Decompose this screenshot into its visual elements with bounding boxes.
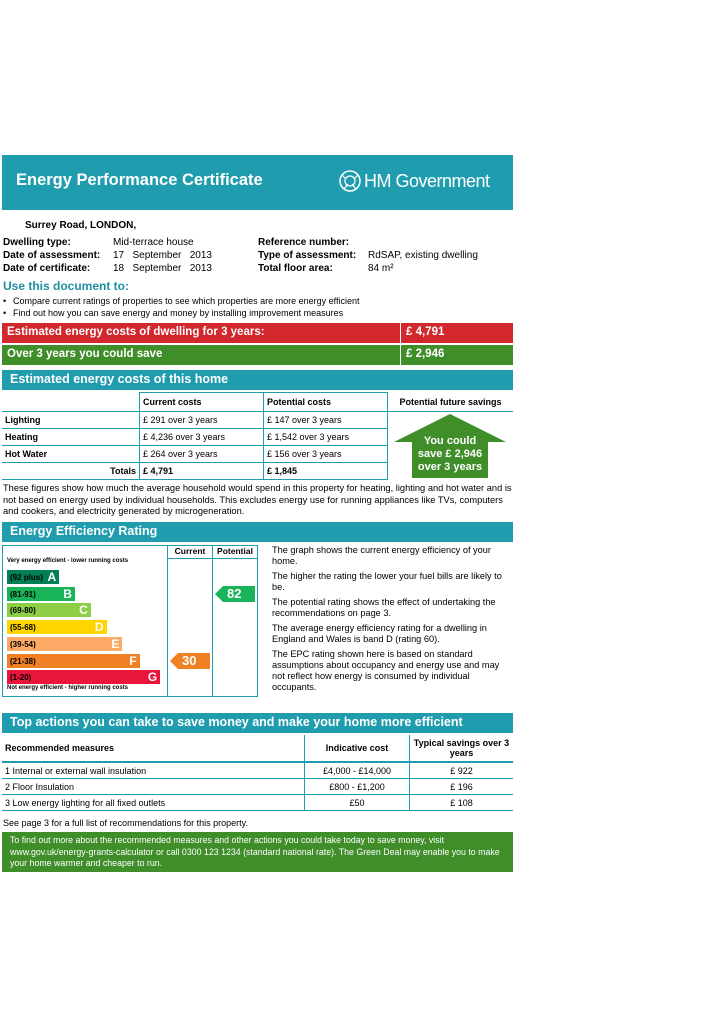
estimated-cost-value: £ 4,791 — [406, 326, 445, 338]
table-row: Heating £ 4,236 over 3 years £ 1,542 ove… — [2, 428, 513, 446]
chart-top-note: Very energy efficient - lower running co… — [7, 558, 129, 564]
reference-label: Reference number: — [258, 237, 350, 248]
rating-band-f: (21-38) F — [7, 653, 140, 668]
rating-band-b: (81-91) B — [7, 586, 75, 601]
rating-band-d: (55-68) D — [7, 620, 107, 635]
rating-band-g: (1-20) G — [7, 670, 161, 685]
potential-column-header: Potential — [213, 546, 257, 559]
future-savings-header: Potential future savings — [387, 392, 513, 412]
list-item: • Find out how you can save energy and mo… — [3, 308, 344, 318]
dwelling-type-value: Mid-terrace house — [113, 237, 194, 248]
potential-rating-indicator: 82 — [215, 585, 255, 602]
table-row: Hot Water £ 264 over 3 years £ 156 over … — [2, 445, 513, 463]
actions-section-header: Top actions you can take to save money a… — [2, 713, 513, 733]
rating-chart: Very energy efficient - lower running co… — [2, 545, 168, 697]
current-costs-header: Current costs — [139, 392, 264, 412]
floor-area-label: Total floor area: — [258, 263, 333, 274]
cost-header: Indicative cost — [304, 735, 410, 763]
savings-arrow-text: You could save £ 2,946 over 3 years — [417, 435, 483, 473]
rating-band-a: (92 plus) A — [7, 570, 60, 584]
potential-costs-header: Potential costs — [263, 392, 388, 412]
table-row: Totals £ 4,791 £ 1,845 — [2, 462, 513, 480]
actions-table: Recommended measures Indicative cost Typ… — [2, 735, 513, 811]
estimated-cost-label: Estimated energy costs of dwelling for 3… — [7, 326, 265, 338]
table-row: 3 Low energy lighting for all fixed outl… — [2, 794, 513, 811]
green-deal-box: To find out more about the recommended m… — [2, 832, 513, 872]
hm-government-logo: HM Government — [364, 171, 490, 191]
rating-explanation: The graph shows the current energy effic… — [272, 545, 502, 692]
assessment-date-label: Date of assessment: — [3, 250, 101, 261]
costs-note: These figures show how much the average … — [3, 483, 512, 516]
savings-header: Typical savings over 3 years — [409, 735, 513, 763]
savings-bar: Over 3 years you could save £ 2,946 — [2, 345, 513, 365]
table-row: 2 Floor Insulation £800 - £1,200 £ 196 — [2, 778, 513, 795]
certificate-date-label: Date of certificate: — [3, 263, 91, 274]
use-document-title: Use this document to: — [3, 279, 130, 293]
rating-band-e: (39-54) E — [7, 636, 123, 651]
property-address: Surrey Road, LONDON, — [25, 220, 137, 231]
royal-crest-icon — [339, 170, 361, 192]
chart-bottom-note: Not energy efficient - higher running co… — [7, 685, 129, 691]
savings-arrow-icon — [394, 414, 506, 478]
current-rating-indicator: 30 — [170, 652, 210, 669]
certificate-date-value: 18 September 2013 — [113, 263, 212, 274]
floor-area-value: 84 m² — [368, 263, 394, 274]
dwelling-type-label: Dwelling type: — [3, 237, 71, 248]
measures-header: Recommended measures — [2, 735, 305, 763]
savings-label: Over 3 years you could save — [7, 348, 163, 360]
table-row: 1 Internal or external wall insulation £… — [2, 762, 513, 779]
costs-section-header: Estimated energy costs of this home — [2, 370, 513, 390]
list-item: • Compare current ratings of properties t… — [3, 296, 360, 306]
current-rating-column: Current — [167, 545, 213, 697]
green-deal-text: To find out more about the recommended m… — [10, 835, 500, 868]
page-title: Energy Performance Certificate — [16, 171, 263, 189]
header-banner: Energy Performance Certificate HM Govern… — [2, 155, 513, 210]
assessment-type-value: RdSAP, existing dwelling — [368, 250, 478, 261]
estimated-cost-bar: Estimated energy costs of dwelling for 3… — [2, 323, 513, 343]
rating-section-header: Energy Efficiency Rating — [2, 522, 513, 542]
potential-rating-column: Potential — [212, 545, 258, 697]
costs-table: Current costs Potential costs Potential … — [2, 392, 513, 480]
see-page-note: See page 3 for a full list of recommenda… — [3, 818, 248, 828]
savings-value: £ 2,946 — [406, 348, 445, 360]
assessment-type-label: Type of assessment: — [258, 250, 357, 261]
current-column-header: Current — [168, 546, 212, 559]
assessment-date-value: 17 September 2013 — [113, 250, 212, 261]
rating-band-c: (69-80) C — [7, 603, 91, 618]
